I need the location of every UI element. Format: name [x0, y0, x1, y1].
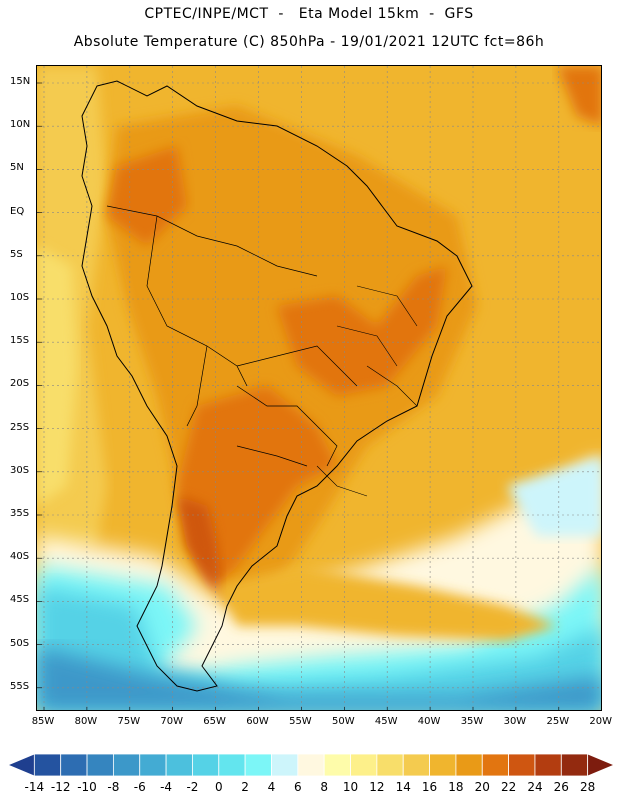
colorbar-tick-label: -10: [77, 780, 97, 794]
colorbar-tick-label: 24: [527, 780, 543, 794]
colorbar-swatch: [165, 753, 193, 777]
colorbar-swatch: [587, 753, 616, 777]
field-minus6-south: [37, 646, 601, 710]
lat-tick-label: 5N: [10, 162, 24, 174]
colorbar-swatch: [402, 753, 430, 777]
lat-tick-label: 10S: [10, 292, 30, 303]
colorbar-tick-label: 20: [474, 780, 490, 794]
colorbar-swatch: [350, 753, 378, 777]
colorbar-tick-label: 8: [320, 780, 328, 794]
state-borders: [316, 285, 418, 497]
map-title-line-1: CPTEC/INPE/MCT - Eta Model 15km - GFS: [144, 6, 474, 22]
colorbar-swatch: [323, 753, 351, 777]
colorbar-tick-label: 26: [553, 780, 569, 794]
colorbar-swatch: [33, 753, 62, 777]
lat-tick-label: 30S: [10, 464, 30, 476]
lat-tick-label: 15S: [10, 335, 30, 347]
colorbar-swatch: [429, 753, 457, 777]
lat-tick-label: 50S: [10, 637, 30, 649]
colorbar-swatch: [192, 753, 220, 777]
colorbar-tick-label: 4: [267, 780, 276, 794]
colorbar-tick-label: 16: [421, 780, 438, 794]
colorbar-swatch: [86, 753, 114, 777]
colorbar-swatch: [376, 753, 404, 777]
colorbar-tick-label: -2: [186, 780, 199, 794]
country-borders: [106, 205, 358, 467]
lon-tick-label: 30W: [503, 716, 527, 727]
field-14-16-west: [37, 246, 77, 506]
colorbar-tick-label: -14: [24, 780, 45, 794]
colorbar-tick-label: -8: [107, 780, 120, 794]
colorbar-tick-label: 28: [580, 780, 596, 794]
lat-tick-label: 45S: [10, 594, 30, 606]
colorbar-swatch: [560, 753, 589, 777]
map-title-line-2: Absolute Temperature (C) 850hPa - 19/01/…: [73, 34, 545, 50]
lat-tick-label: 40S: [10, 551, 30, 563]
field-22-24-brazil: [277, 266, 447, 396]
lon-tick-label: 50W: [331, 716, 355, 727]
field-6-8-east: [507, 456, 601, 536]
colorbar-swatch: [112, 753, 141, 777]
colorbar-tick-label: 10: [342, 780, 359, 794]
lat-tick-label: 20S: [10, 378, 30, 390]
colorbar-swatch: [244, 753, 272, 777]
lon-tick-label: 20W: [589, 716, 612, 727]
lat-tick-label: 15N: [10, 76, 31, 87]
field-22-24-chaco: [177, 386, 337, 586]
colorbar-tick-label: 14: [395, 780, 411, 794]
lon-tick-label: 70W: [160, 716, 183, 727]
colorbar-tick-label: 22: [500, 780, 517, 794]
lat-tick-label: 25S: [10, 421, 30, 433]
colorbar-tick-label: -4: [160, 780, 173, 794]
colorbar-swatch: [481, 753, 510, 777]
colorbar-swatch: [297, 753, 325, 777]
temperature-map: [37, 66, 601, 710]
field-0-2-south: [37, 586, 601, 710]
lon-tick-label: 65W: [203, 716, 226, 727]
lat-tick-label: 55S: [10, 680, 30, 692]
colorbar-swatch: [6, 753, 35, 777]
lat-tick-label: 35S: [10, 508, 30, 519]
colorbar-swatch: [60, 753, 88, 777]
colorbar-tick-label: 2: [241, 780, 249, 794]
colorbar-tick-label: 0: [214, 780, 223, 794]
field-24-26-patagonia: [177, 496, 222, 596]
colorbar: [6, 753, 616, 777]
field-18-20-atlantic-tongue: [217, 566, 557, 641]
lon-tick-label: 80W: [74, 716, 98, 727]
lon-tick-label: 75W: [117, 716, 141, 727]
lon-tick-label: 35W: [460, 716, 484, 727]
south-america-coastline: [81, 80, 473, 692]
lon-tick-label: 55W: [289, 716, 312, 727]
graticule: [37, 66, 601, 710]
colorbar-tick-label: -6: [133, 780, 146, 794]
colorbar-swatch: [508, 753, 536, 777]
colorbar-swatch: [139, 753, 167, 777]
lon-tick-label: 40W: [417, 716, 441, 727]
colorbar-tick-label: 6: [293, 780, 302, 794]
field-22-24-ne: [557, 66, 601, 126]
colorbar-swatch: [534, 753, 562, 777]
colorbar-swatch: [271, 753, 299, 777]
map-panel: [36, 65, 602, 711]
colorbar-swatch: [218, 753, 246, 777]
lat-tick-label: 5S: [10, 248, 23, 260]
lon-tick-label: 60W: [246, 716, 269, 727]
lon-tick-label: 45W: [374, 716, 398, 727]
colorbar-tick-label: 12: [369, 780, 385, 794]
lon-tick-label: 85W: [31, 716, 55, 727]
lat-tick-label: 10N: [10, 119, 31, 131]
lat-tick-label: EQ: [10, 205, 25, 217]
colorbar-swatch: [455, 753, 483, 777]
lon-tick-label: 25W: [546, 716, 570, 727]
colorbar-tick-label: 18: [448, 780, 464, 794]
colorbar-tick-label: -12: [50, 780, 71, 794]
